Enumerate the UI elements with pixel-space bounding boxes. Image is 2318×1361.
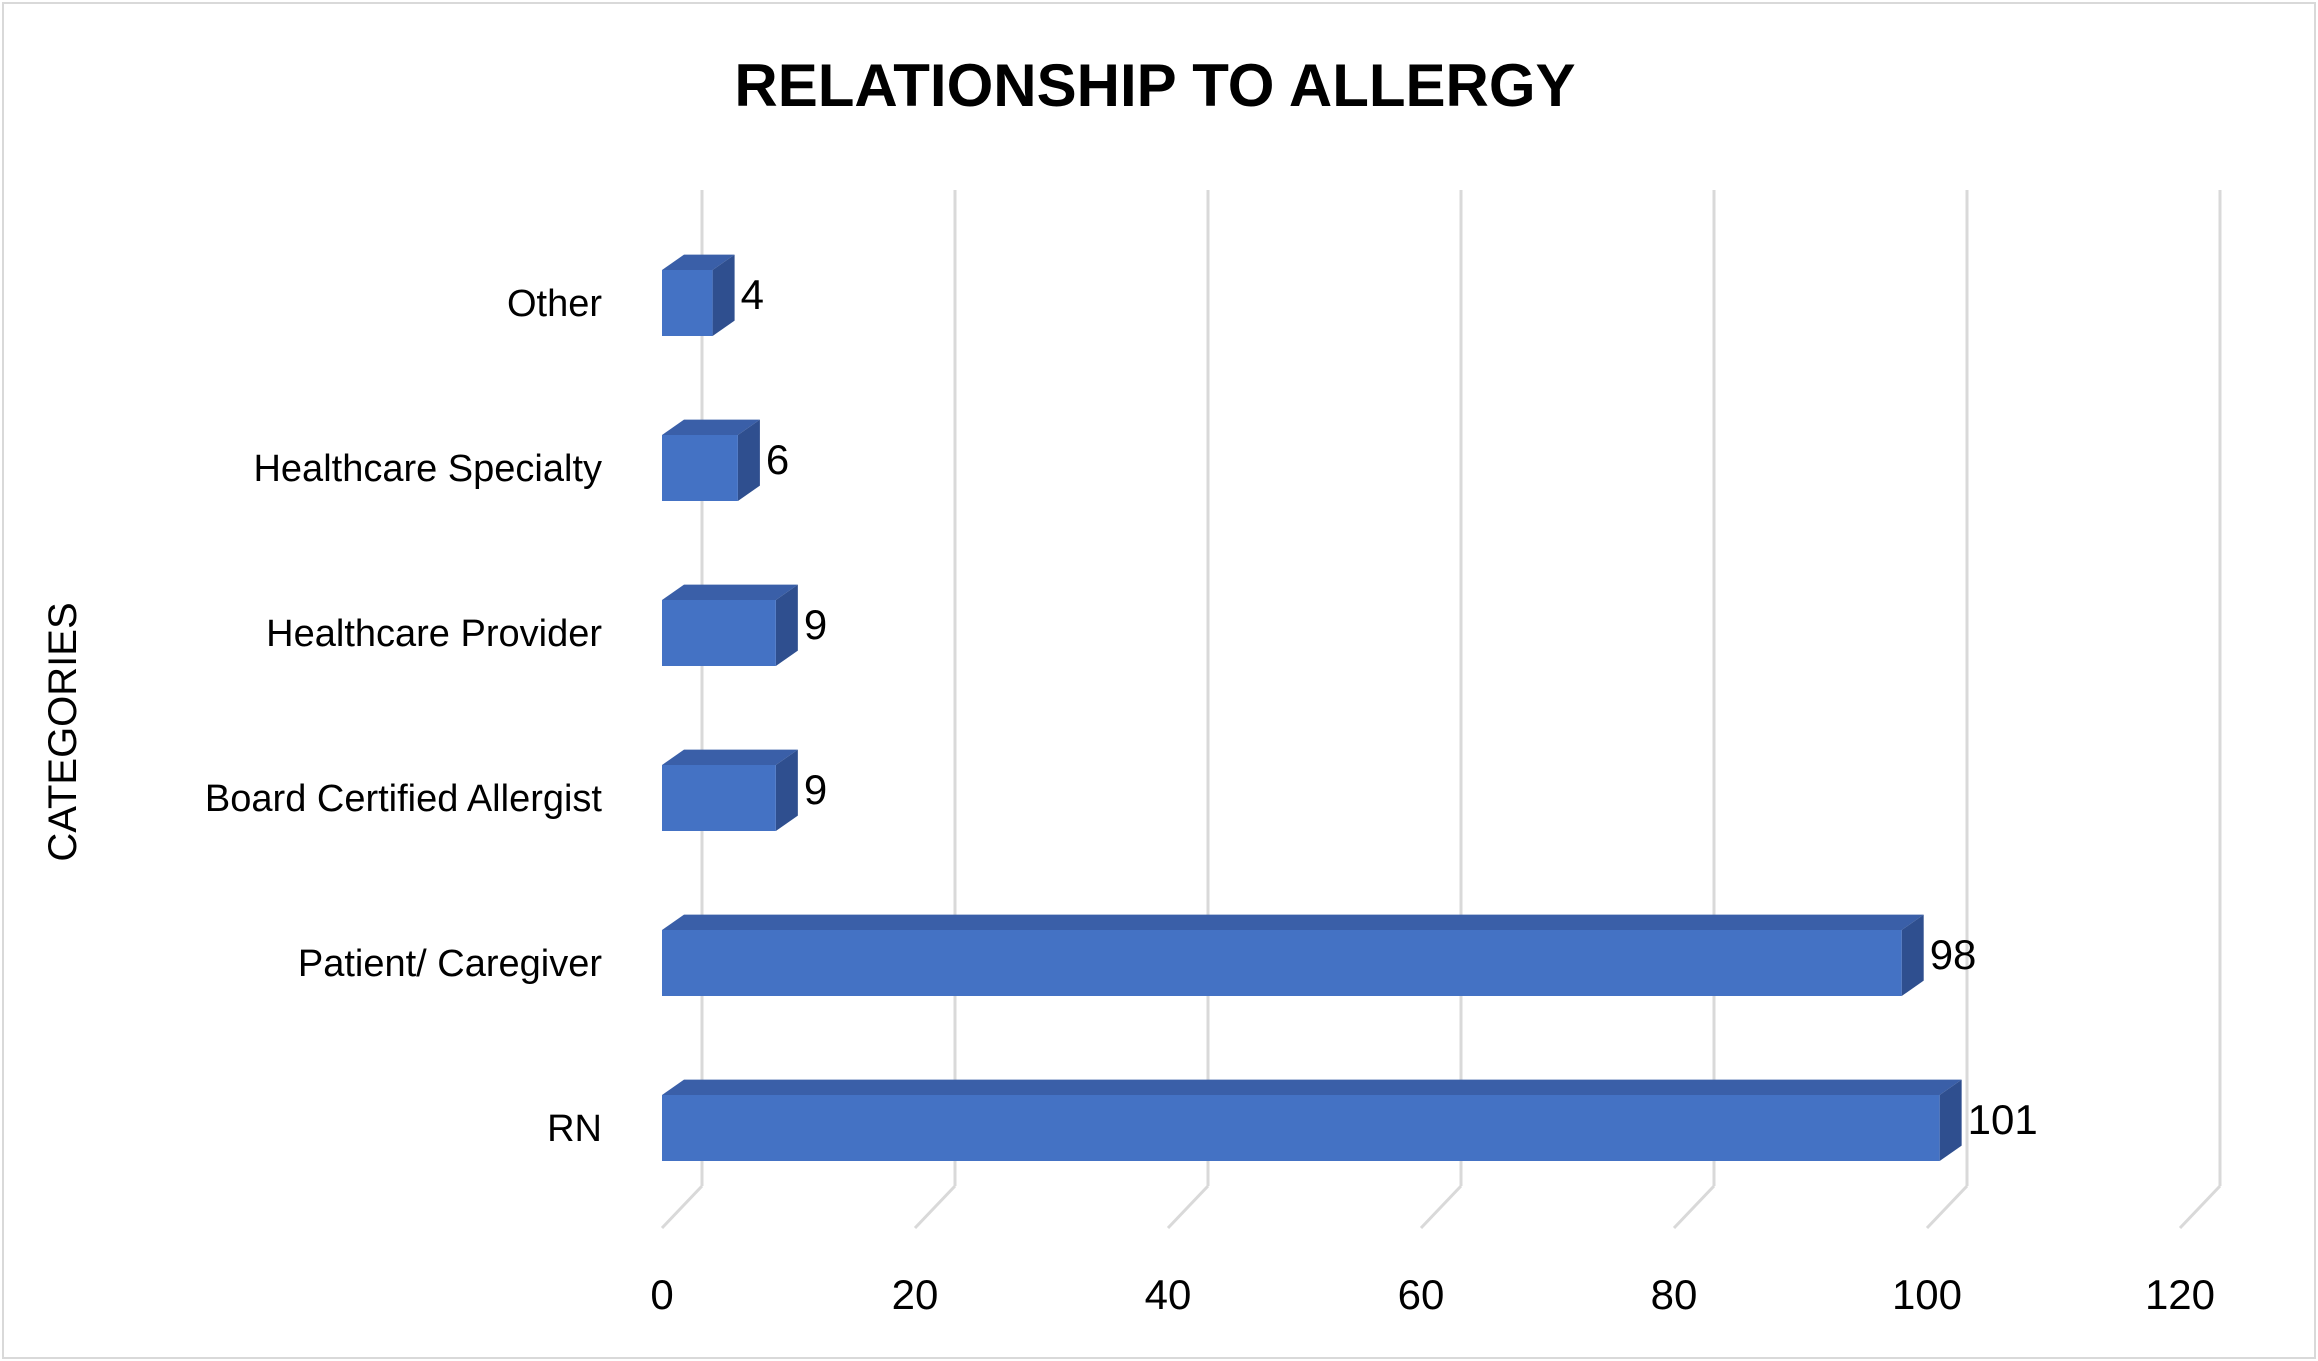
floor-gridline-40 [1166,1184,1210,1230]
data-label: 98 [1930,931,1977,978]
bar-front-face [662,600,776,666]
chart-title: RELATIONSHIP TO ALLERGY [734,52,1575,119]
bar-side-face [737,419,760,501]
bar-side-face [775,749,798,831]
floor-gridline-20 [913,1184,957,1230]
bar-side-face [775,584,798,666]
floor-gridline-100 [1925,1184,1969,1230]
floor-gridline-60 [1419,1184,1463,1230]
x-tick-label: 100 [1892,1271,1962,1318]
bar-top-face [662,914,1924,930]
data-label: 101 [1968,1096,2038,1143]
x-tick-label: 120 [2145,1271,2215,1318]
bar-side-face [1939,1079,1962,1161]
category-label: Healthcare Specialty [253,448,602,490]
bar-top-face [662,254,735,270]
label-layer: 0 20 40 60 80 100 120 RN 101 Patient/ Caregiver 98… [205,271,2215,1318]
data-label: 6 [766,436,789,483]
bar-side-face [712,254,735,336]
data-label: 9 [804,601,827,648]
bar-front-face [662,435,738,501]
chart-svg: RELATIONSHIP TO ALLERGY 0 20 40 60 80 100 120 R… [41,52,2222,1318]
bar [662,254,735,336]
bar-top-face [662,419,760,435]
bar-side-face [1901,914,1924,996]
bar-front-face [662,765,776,831]
bar [662,419,760,501]
bar [662,1079,1962,1161]
floor-gridline-0 [660,1184,704,1230]
bar-top-face [662,1079,1962,1095]
x-tick-label: 20 [892,1271,939,1318]
category-label: Healthcare Provider [266,613,602,655]
floor-gridline-80 [1672,1184,1716,1230]
x-tick-label: 0 [650,1271,673,1318]
y-axis-title: CATEGORIES [41,602,85,861]
bar-top-face [662,749,798,765]
x-tick-label: 40 [1145,1271,1192,1318]
bar [662,914,1924,996]
category-label: Board Certified Allergist [205,778,603,820]
x-tick-label: 80 [1651,1271,1698,1318]
bar-front-face [662,930,1902,996]
data-label: 9 [804,766,827,813]
category-label: RN [547,1108,602,1150]
bar-front-face [662,1095,1940,1161]
grid-layer [660,190,2222,1230]
bar-front-face [662,270,713,336]
floor-gridline-120 [2178,1184,2222,1230]
bar [662,584,798,666]
x-tick-label: 60 [1398,1271,1445,1318]
bar-layer [662,254,1962,1161]
data-label: 4 [741,271,764,318]
bar-top-face [662,584,798,600]
bar [662,749,798,831]
category-label: Patient/ Caregiver [298,943,602,985]
category-label: Other [507,283,602,325]
